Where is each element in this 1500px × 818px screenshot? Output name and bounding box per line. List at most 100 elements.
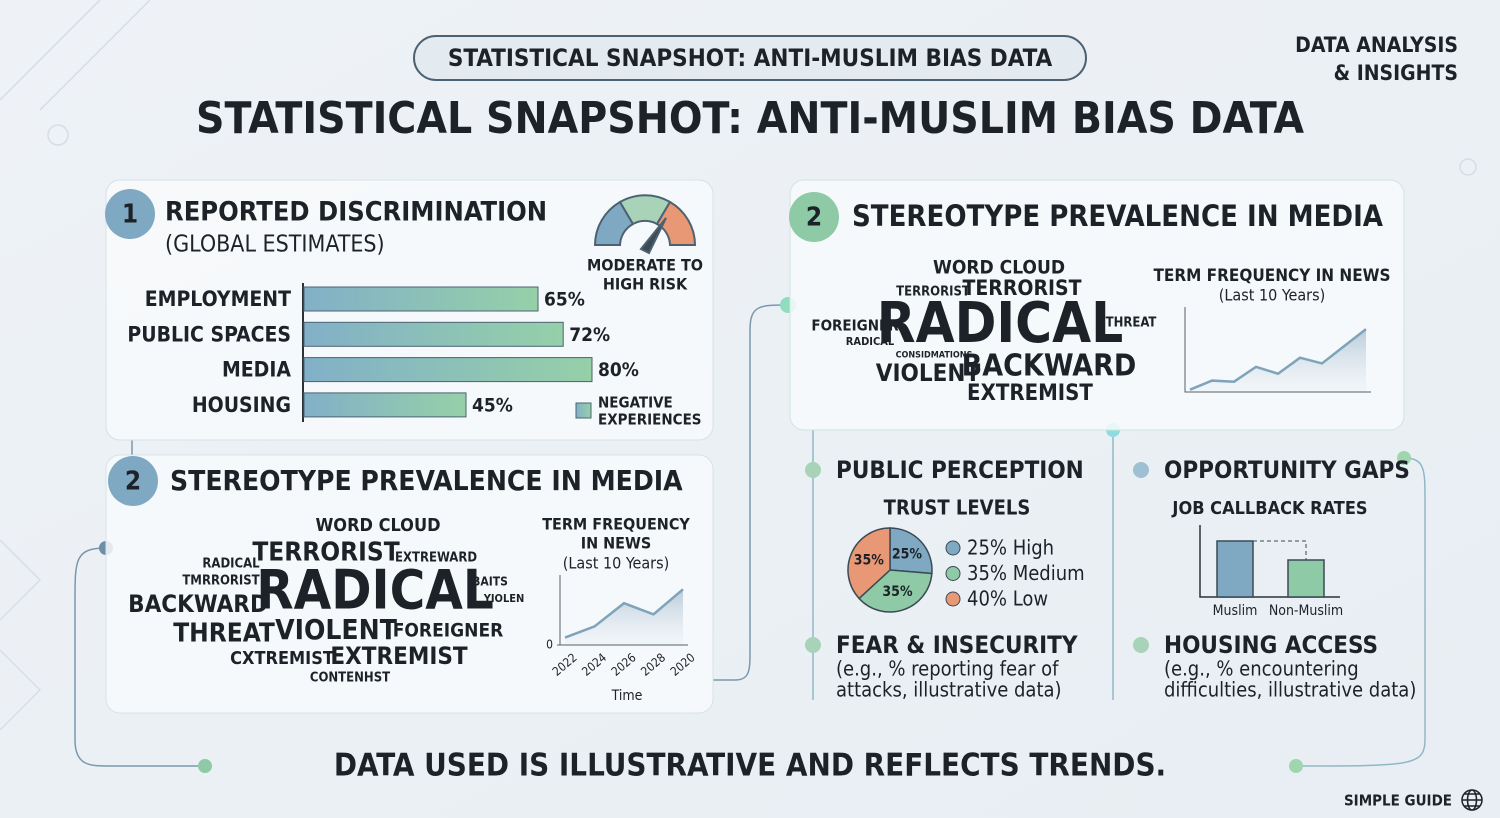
line [1189, 328, 1367, 391]
cloud-word: RADICAL [256, 559, 494, 622]
panel-subtitle: (GLOBAL ESTIMATES) [165, 232, 385, 258]
legend-label: 35% Medium [967, 561, 1085, 585]
cloud-word: CONSIDMATIONS [896, 351, 973, 361]
gauge-label: MODERATE TO [587, 256, 703, 275]
footer-note: DATA USED IS ILLUSTRATIVE AND REFLECTS T… [334, 748, 1166, 784]
bar [1287, 559, 1325, 598]
bar [303, 357, 593, 383]
cloud-word: CONTENHST [310, 671, 390, 686]
category-label: PUBLIC SPACES [127, 322, 291, 346]
cloud-word: EXTREMIST [967, 381, 1093, 406]
cloud-word: TERRORIST [252, 538, 399, 568]
cloud-word: RADICAL [846, 335, 895, 348]
corner-text: DATA ANALYSIS [1295, 33, 1458, 57]
legend-label: 40% Low [967, 587, 1048, 611]
section-text: (e.g., % encountering [1164, 657, 1359, 681]
cloud-word: TMRRORIST [182, 574, 259, 589]
value-label: 80% [598, 359, 639, 381]
panel-title: STEREOTYPE PREVALENCE IN MEDIA [170, 464, 683, 497]
cloud-word: TERRORIST [962, 276, 1081, 300]
slice-label: 35% [882, 584, 913, 600]
bar [303, 321, 564, 347]
number-badge [789, 192, 839, 242]
chart-subtitle: (Last 10 Years) [563, 554, 669, 573]
legend-label: 25% High [967, 536, 1054, 560]
corner-text: & INSIGHTS [1334, 61, 1458, 85]
cloud-word: TERRORIST [896, 285, 970, 300]
axis [1184, 307, 1371, 393]
gauge-label: HIGH RISK [603, 275, 688, 294]
category-label: Muslim [1213, 603, 1258, 619]
cloud-word: BACKWARD [128, 590, 268, 618]
cloud-word: THREAT [1106, 316, 1157, 331]
cloud-word: THREAT [173, 619, 275, 649]
cloud-word: CXTREMIST [230, 648, 334, 669]
cloud-word: VIOLENT [275, 613, 398, 646]
gauge [593, 194, 697, 255]
slice-label: 25% [892, 546, 923, 562]
main-title: STATISTICAL SNAPSHOT: ANTI-MUSLIM BIAS D… [196, 93, 1304, 144]
cloud-word: RADICAL [202, 557, 260, 572]
panel [105, 454, 714, 714]
cloud-title: WORD CLOUD [933, 257, 1065, 279]
bar [303, 392, 467, 418]
chart-title: TERM FREQUENCY [542, 515, 690, 534]
chart-title: JOB CALLBACK RATES [1171, 498, 1367, 519]
chart-title: IN NEWS [581, 534, 652, 553]
legend-dot [945, 566, 961, 581]
chart-subtitle: (Last 10 Years) [1219, 286, 1325, 305]
brand: SIMPLE GUIDE [1344, 792, 1452, 810]
cloud-word: BACKWARD [962, 349, 1137, 384]
legend-label: EXPERIENCES [598, 411, 702, 429]
category-label: Non-Muslim [1269, 603, 1343, 619]
section-text: (e.g., % reporting fear of [836, 657, 1059, 681]
section-title: FEAR & INSECURITY [836, 631, 1078, 659]
legend-label: NEGATIVE [598, 394, 673, 412]
globe-icon [1461, 789, 1483, 811]
slice-label: 35% [854, 553, 885, 569]
section-text: difficulties, illustrative data) [1164, 678, 1416, 702]
value-label: 45% [472, 394, 513, 416]
number: 1 [122, 200, 138, 230]
value-label: 65% [544, 289, 585, 311]
panel-title: STEREOTYPE PREVALENCE IN MEDIA [852, 199, 1384, 233]
number-badge [105, 189, 155, 239]
cloud-word: RADICAL [877, 291, 1123, 356]
chart-title: TERM FREQUENCY IN NEWS [1153, 266, 1390, 286]
category-label: EMPLOYMENT [145, 287, 291, 311]
number-badge [108, 456, 158, 506]
category-label: MEDIA [222, 358, 291, 382]
cloud-word: EXTREMIST [330, 642, 468, 670]
category-label: HOUSING [192, 393, 291, 417]
section-title: OPPORTUNITY GAPS [1164, 456, 1410, 484]
comparison-line [1253, 540, 1307, 560]
panel [789, 179, 1405, 431]
line [564, 588, 684, 639]
legend-swatch [575, 402, 592, 419]
cloud-word: BAITS [472, 575, 508, 589]
bar [1216, 540, 1254, 598]
section-title: PUBLIC PERCEPTION [836, 456, 1084, 484]
cloud-word: EXTREWARD [395, 551, 477, 566]
legend-dot [945, 591, 961, 607]
cloud-word: FOREIGNER [393, 620, 504, 642]
legend-dot [945, 540, 961, 556]
panel-title: REPORTED DISCRIMINATION [165, 197, 547, 228]
section-title: HOUSING ACCESS [1164, 631, 1378, 659]
badge-text: STATISTICAL SNAPSHOT: ANTI-MUSLIM BIAS D… [448, 44, 1053, 72]
cloud-word: YIOLEN [483, 592, 525, 605]
number: 2 [806, 203, 822, 233]
pie-slice [889, 527, 933, 575]
chart-title: TRUST LEVELS [884, 496, 1031, 520]
section-text: attacks, illustrative data) [836, 678, 1062, 702]
y-tick-label: 0 [546, 638, 553, 652]
value-label: 72% [569, 324, 610, 346]
cloud-word: VIOLENT [876, 359, 981, 387]
cloud-title: WORD CLOUD [315, 515, 440, 536]
pie-slice [858, 569, 933, 613]
bar [303, 286, 539, 312]
line-area [1190, 329, 1366, 392]
axis-label: Time [611, 688, 643, 704]
